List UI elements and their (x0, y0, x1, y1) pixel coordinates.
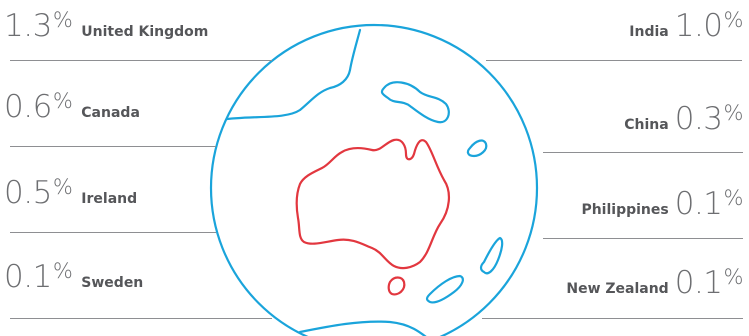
stat-percentage: 0.1% (674, 186, 744, 222)
country-label: United Kingdom (81, 24, 209, 40)
percent-symbol: % (52, 89, 73, 113)
country-label: New Zealand (566, 281, 669, 297)
percent-symbol: % (723, 265, 744, 289)
divider-philippines (543, 238, 743, 239)
stat-percentage: 0.5% (4, 175, 73, 211)
divider-sweden (10, 318, 272, 319)
stat-philippines: Philippines 0.1% (581, 186, 743, 234)
stat-value: 0.3 (674, 101, 723, 137)
stat-value: 0.1 (4, 259, 52, 295)
antarctica-landmass (298, 320, 432, 336)
stat-value: 0.1 (674, 186, 723, 222)
new-guinea-landmass (466, 139, 488, 158)
country-label: Canada (81, 105, 140, 121)
stat-china: China 0.3% (624, 101, 743, 149)
divider-china (543, 152, 743, 153)
stat-new-zealand: New Zealand 0.1% (566, 265, 743, 313)
stat-ireland: 0.5% Ireland (4, 175, 137, 223)
pacific-island (479, 236, 504, 275)
divider-canada (10, 146, 216, 147)
stat-value: 0.6 (4, 89, 52, 125)
percent-symbol: % (52, 259, 73, 283)
stat-united-kingdom: 1.3% United Kingdom (4, 8, 208, 56)
stat-value: 0.1 (674, 265, 723, 301)
divider-ireland (10, 232, 216, 233)
stat-india: India 1.0% (629, 8, 743, 56)
country-label: Ireland (81, 191, 138, 207)
stat-value: 1.3 (4, 8, 52, 44)
stat-percentage: 0.3% (674, 101, 744, 137)
country-label: Philippines (581, 202, 669, 218)
percent-symbol: % (52, 175, 73, 199)
divider-india (486, 60, 742, 61)
country-label: China (624, 117, 669, 133)
stat-percentage: 0.6% (4, 89, 73, 125)
country-label: India (629, 24, 669, 40)
stat-percentage: 1.3% (4, 8, 73, 44)
new-zealand-landmass (425, 274, 464, 304)
divider-united-kingdom (10, 60, 272, 61)
asia-landmass (218, 28, 362, 122)
australia-landmass (295, 138, 450, 270)
stat-value: 0.5 (4, 175, 52, 211)
percent-symbol: % (52, 8, 73, 32)
tasmania-landmass (387, 276, 406, 296)
stat-value: 1.0 (674, 8, 723, 44)
stat-percentage: 0.1% (674, 265, 744, 301)
divider-new-zealand (482, 318, 743, 319)
stat-canada: 0.6% Canada (4, 89, 140, 137)
stat-sweden: 0.1% Sweden (4, 259, 143, 307)
globe-outline (209, 23, 539, 336)
percent-symbol: % (723, 101, 744, 125)
southeast-asia-landmass (380, 81, 450, 124)
stat-percentage: 0.1% (4, 259, 73, 295)
stat-percentage: 1.0% (674, 8, 744, 44)
percent-symbol: % (723, 8, 744, 32)
country-label: Sweden (81, 275, 144, 291)
percent-symbol: % (723, 186, 744, 210)
